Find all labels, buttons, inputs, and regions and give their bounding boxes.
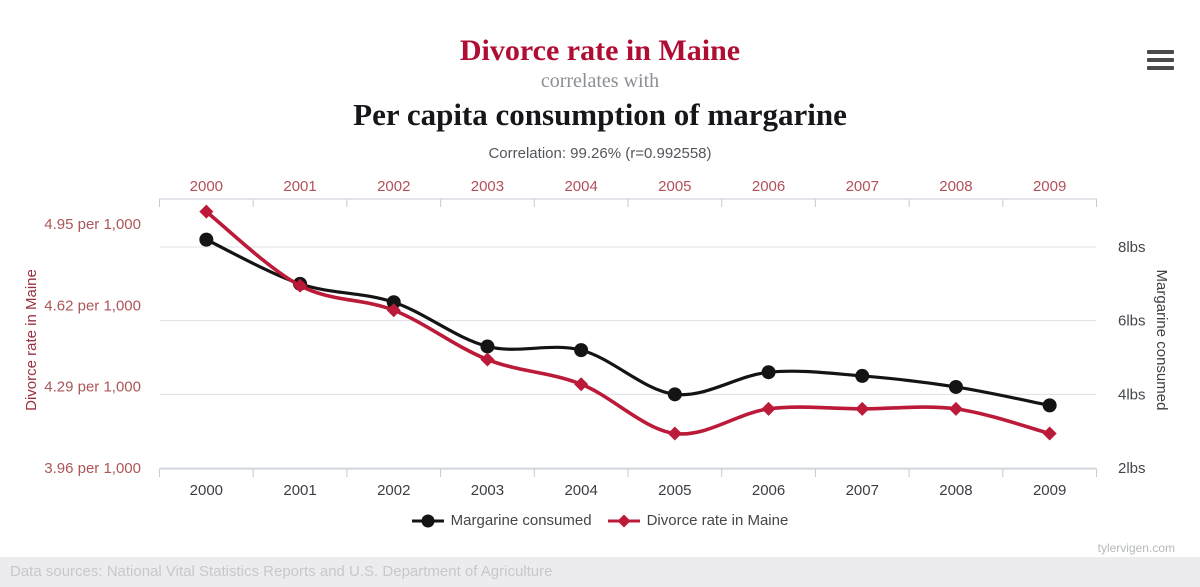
legend-item-divorce: Divorce rate in Maine (607, 512, 789, 529)
divorce-data-point[interactable] (574, 377, 589, 392)
margarine-data-point[interactable] (199, 232, 214, 247)
right-axis-tick-label: 2lbs (1118, 460, 1146, 477)
top-axis-year-label: 2006 (752, 178, 785, 195)
right-axis-tick-label: 6lbs (1118, 313, 1146, 330)
legend-item-margarine: Margarine consumed (411, 512, 592, 529)
page-subtitle: Per capita consumption of margarine (353, 97, 847, 132)
left-axis-tick-label: 3.96 per 1,000 (44, 460, 141, 477)
margarine-data-point[interactable] (1042, 398, 1057, 413)
connector-text: correlates with (540, 70, 660, 92)
right-axis-tick-label: 4lbs (1118, 386, 1146, 403)
hamburger-icon (1146, 58, 1174, 62)
bottom-axis-year-label: 2003 (471, 482, 504, 499)
watermark-text: tylervigen.com (1097, 541, 1175, 555)
divorce-data-point[interactable] (199, 204, 214, 219)
legend-label: Divorce rate in Maine (646, 512, 789, 529)
bottom-axis-year-label: 2006 (752, 482, 785, 499)
circle-marker-icon (411, 514, 444, 527)
bottom-axis-year-label: 2005 (658, 482, 691, 499)
top-axis-year-label: 2008 (939, 178, 972, 195)
hamburger-icon (1146, 50, 1174, 54)
page-title: Divorce rate in Maine (459, 34, 741, 67)
divorce-data-point[interactable] (667, 426, 682, 441)
bottom-axis-year-label: 2000 (190, 482, 223, 499)
top-axis-year-label: 2002 (377, 178, 410, 195)
bottom-axis-year-label: 2004 (564, 482, 597, 499)
right-axis-title: Margarine consumed (1153, 270, 1170, 411)
margarine-data-point[interactable] (667, 387, 682, 402)
margarine-data-point[interactable] (855, 368, 870, 383)
correlation-stat: Correlation: 99.26% (r=0.992558) (488, 145, 712, 162)
top-axis-year-label: 2004 (564, 178, 597, 195)
chart-legend: Margarine consumed Divorce rate in Maine (0, 512, 1200, 529)
left-axis-title: Divorce rate in Maine (23, 269, 40, 411)
bottom-axis-year-label: 2009 (1033, 482, 1066, 499)
divorce-data-point[interactable] (948, 401, 963, 416)
left-axis-tick-label: 4.95 per 1,000 (44, 216, 141, 233)
top-axis-year-label: 2003 (471, 178, 504, 195)
left-axis-tick-label: 4.62 per 1,000 (44, 297, 141, 314)
divorce-data-point[interactable] (761, 401, 776, 416)
divorce-series-line[interactable] (205, 210, 1051, 436)
divorce-data-point[interactable] (480, 352, 495, 367)
margarine-data-point[interactable] (574, 343, 589, 358)
legend-label: Margarine consumed (450, 512, 592, 529)
margarine-data-point[interactable] (761, 365, 776, 380)
bottom-axis-year-label: 2008 (939, 482, 972, 499)
top-axis-year-label: 2009 (1033, 178, 1066, 195)
hamburger-menu-button[interactable] (1144, 46, 1176, 74)
hamburger-icon (1146, 66, 1174, 70)
top-axis-year-label: 2001 (283, 178, 316, 195)
divorce-data-point[interactable] (855, 401, 870, 416)
bottom-axis-year-label: 2001 (283, 482, 316, 499)
left-axis-tick-label: 4.29 per 1,000 (44, 379, 141, 396)
top-axis-year-label: 2005 (658, 178, 691, 195)
divorce-data-point[interactable] (293, 278, 308, 293)
divorce-data-point[interactable] (1042, 426, 1057, 441)
right-axis-tick-label: 8lbs (1118, 239, 1146, 256)
bottom-axis-year-label: 2002 (377, 482, 410, 499)
top-axis-year-label: 2000 (190, 178, 223, 195)
data-sources-bar: Data sources: National Vital Statistics … (0, 557, 1200, 587)
margarine-data-point[interactable] (480, 339, 495, 354)
top-axis-year-label: 2007 (846, 178, 879, 195)
divorce-data-point[interactable] (386, 303, 401, 318)
margarine-data-point[interactable] (386, 295, 401, 310)
bottom-axis-year-label: 2007 (846, 482, 879, 499)
margarine-data-point[interactable] (948, 379, 963, 394)
diamond-marker-icon (607, 514, 640, 527)
margarine-series-line[interactable] (205, 238, 1050, 407)
